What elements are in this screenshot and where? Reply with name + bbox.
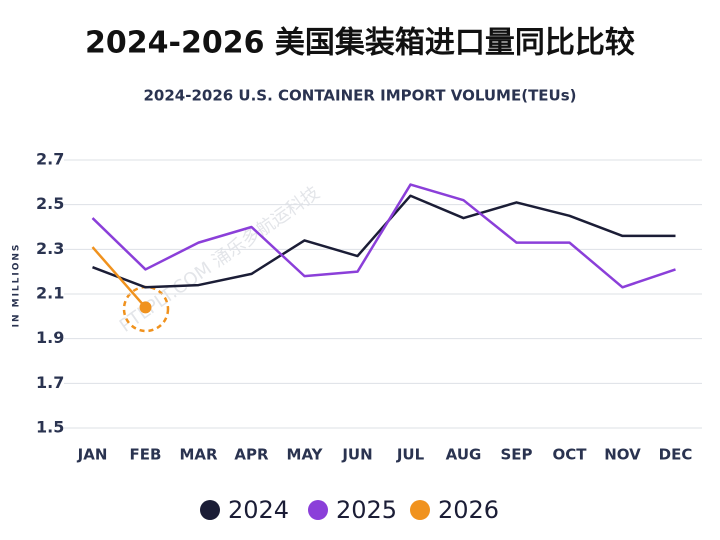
series-line — [91, 246, 147, 309]
legend-marker — [308, 500, 328, 520]
x-tick-label: JUN — [341, 446, 372, 464]
y-axis-label: IN MILLIONS — [12, 243, 22, 328]
x-tick-label: JUL — [396, 446, 425, 464]
legend-label: 2024 — [228, 496, 289, 524]
y-tick-label: 2.5 — [36, 194, 64, 213]
x-tick-label: APR — [234, 446, 269, 464]
series-point — [139, 301, 152, 314]
y-tick-label: 1.5 — [36, 418, 64, 437]
x-tick-label: MAY — [287, 446, 324, 464]
x-tick-label: JAN — [77, 446, 108, 464]
y-tick-label: 2.7 — [36, 150, 64, 169]
x-tick-label: NOV — [604, 446, 641, 464]
chart-subtitle: 2024-2026 U.S. CONTAINER IMPORT VOLUME(T… — [143, 87, 576, 105]
y-tick-label: 2.1 — [36, 284, 64, 303]
legend-marker — [200, 500, 220, 520]
y-tick-label: 1.9 — [36, 328, 64, 347]
y-tick-label: 1.7 — [36, 373, 64, 392]
x-tick-label: AUG — [446, 446, 482, 464]
chart-title: 2024-2026 美国集装箱进口量同比比较 — [85, 26, 635, 61]
legend-label: 2026 — [438, 496, 499, 524]
x-tick-label: FEB — [130, 446, 162, 464]
watermark: PTLPLT.COM 涌乐多航运科技 — [116, 182, 324, 336]
x-tick-label: SEP — [500, 446, 532, 464]
y-tick-label: 2.3 — [36, 239, 64, 258]
legend-marker — [410, 500, 430, 520]
x-tick-label: MAR — [179, 446, 218, 464]
x-tick-label: DEC — [659, 446, 693, 464]
legend-label: 2025 — [336, 496, 397, 524]
x-tick-label: OCT — [553, 446, 588, 464]
series-line — [91, 183, 676, 289]
